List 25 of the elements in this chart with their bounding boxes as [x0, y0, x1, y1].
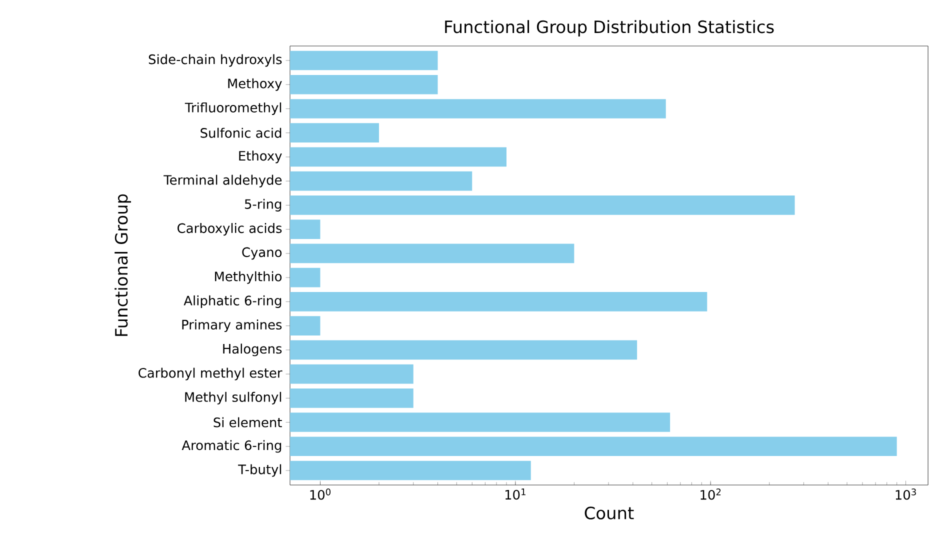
y-tick-label: T-butyl	[238, 464, 282, 477]
y-tick-label: Methylthio	[215, 271, 282, 284]
y-tick-label: Halogens	[223, 344, 282, 356]
y-tick-label: 5-ring	[244, 198, 282, 212]
y-tick-label: Cyano	[242, 247, 282, 260]
y-tick-label: Aromatic 6-ring	[182, 440, 282, 453]
x-tick-label: 10$^{0}$	[310, 488, 331, 500]
y-tick-label: Carbonyl methyl ester	[138, 368, 282, 380]
y-tick-label: Primary amines	[182, 320, 282, 332]
y-tick-label: Sulfonic acid	[200, 128, 282, 138]
y-tick-label: Side-chain hydroxyls	[148, 54, 282, 67]
y-tick-label: Ethoxy	[239, 150, 282, 164]
y-tick-label: Terminal aldehyde	[164, 174, 282, 188]
y-tick-label: Si element	[214, 417, 282, 428]
y-tick-label: Aliphatic 6-ring	[184, 295, 282, 308]
chart-title: Functional Group Distribution Statistics	[445, 20, 774, 36]
y-tick-label: Methoxy	[228, 78, 282, 91]
y-tick-label: Methyl sulfonyl	[185, 392, 282, 404]
x-tick-label: 10$^{2}$	[700, 488, 721, 500]
x-tick-label: 10$^{3}$	[896, 488, 916, 500]
y-axis-title: Functional Group	[114, 194, 132, 336]
y-tick-label: Trifluoromethyl	[184, 102, 282, 115]
x-axis-title: Count	[584, 506, 634, 520]
x-tick-label: 10$^{1}$	[505, 488, 526, 500]
y-tick-label: Carboxylic acids	[178, 223, 282, 236]
